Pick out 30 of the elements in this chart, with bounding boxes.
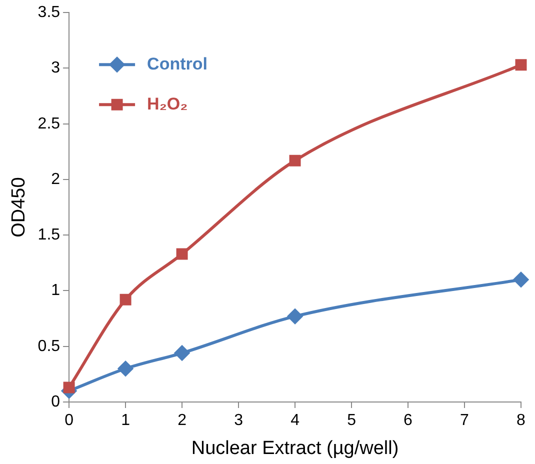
y-axis-title: OD450: [8, 177, 30, 238]
point: [118, 361, 134, 376]
x-tick-label: 1: [121, 412, 130, 430]
point: [288, 308, 303, 324]
point: [174, 346, 190, 361]
x-tick-label: 5: [347, 412, 356, 430]
x-tick-label: 0: [64, 412, 74, 430]
y-tick-label: 0: [51, 393, 60, 410]
x-axis-title: Nuclear Extract (µg/well): [191, 438, 399, 459]
y-tick-label: 0.5: [38, 338, 60, 355]
point: [176, 248, 188, 260]
x-tick-label: 6: [404, 412, 413, 430]
y-tick-label: 3: [51, 60, 60, 77]
y-tick-label: 2: [51, 170, 60, 188]
point: [515, 59, 527, 71]
y-tick-label: 1.5: [38, 226, 60, 244]
x-tick-label: 2: [178, 412, 187, 430]
x-tick-label: 4: [290, 412, 300, 430]
y-tick-label: 2.5: [38, 115, 60, 132]
x-tick-label: 3: [234, 412, 244, 430]
x-tick-label: 7: [460, 412, 470, 430]
y-tick-label: 1: [51, 282, 60, 300]
legend-label: Control: [147, 54, 208, 74]
x-tick-label: 8: [516, 412, 526, 430]
point: [120, 294, 132, 306]
point: [514, 272, 528, 288]
point: [289, 154, 301, 166]
point: [63, 382, 75, 394]
legend-label: H₂O₂: [147, 94, 188, 114]
y-tick-label: 3.5: [38, 4, 60, 22]
